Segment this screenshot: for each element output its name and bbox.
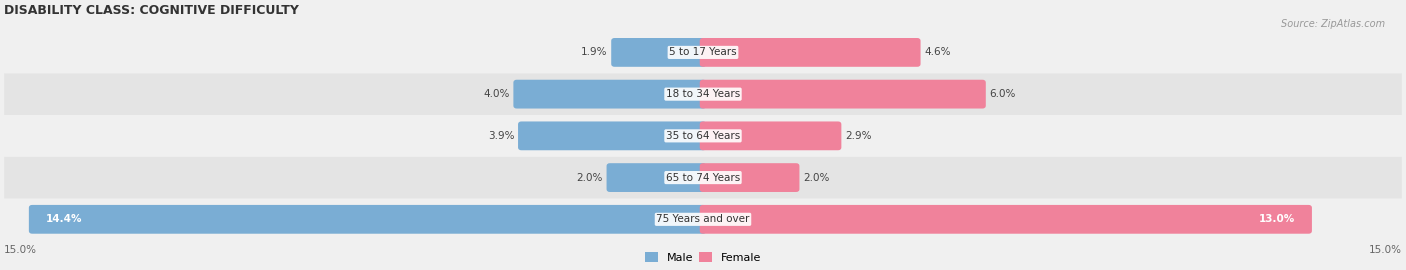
Legend: Male, Female: Male, Female [640,248,766,267]
Text: Source: ZipAtlas.com: Source: ZipAtlas.com [1281,19,1385,29]
Text: 5 to 17 Years: 5 to 17 Years [669,48,737,58]
Text: 15.0%: 15.0% [1369,245,1402,255]
Text: 13.0%: 13.0% [1258,214,1295,224]
FancyBboxPatch shape [612,38,706,67]
Text: 6.0%: 6.0% [990,89,1017,99]
FancyBboxPatch shape [700,122,841,150]
Text: 1.9%: 1.9% [581,48,607,58]
Text: 3.9%: 3.9% [488,131,515,141]
Text: 18 to 34 Years: 18 to 34 Years [666,89,740,99]
Text: 2.9%: 2.9% [845,131,872,141]
FancyBboxPatch shape [517,122,706,150]
FancyBboxPatch shape [30,205,706,234]
Text: 4.6%: 4.6% [924,48,950,58]
FancyBboxPatch shape [700,163,800,192]
FancyBboxPatch shape [606,163,706,192]
Text: 35 to 64 Years: 35 to 64 Years [666,131,740,141]
Text: 2.0%: 2.0% [803,173,830,183]
Text: 4.0%: 4.0% [484,89,509,99]
Text: DISABILITY CLASS: COGNITIVE DIFFICULTY: DISABILITY CLASS: COGNITIVE DIFFICULTY [4,4,299,17]
Text: 14.4%: 14.4% [46,214,83,224]
FancyBboxPatch shape [4,115,1402,157]
FancyBboxPatch shape [513,80,706,109]
FancyBboxPatch shape [4,32,1402,73]
Text: 65 to 74 Years: 65 to 74 Years [666,173,740,183]
Text: 15.0%: 15.0% [4,245,37,255]
FancyBboxPatch shape [4,198,1402,240]
FancyBboxPatch shape [4,73,1402,115]
Text: 75 Years and over: 75 Years and over [657,214,749,224]
FancyBboxPatch shape [700,80,986,109]
FancyBboxPatch shape [700,38,921,67]
FancyBboxPatch shape [700,205,1312,234]
Text: 2.0%: 2.0% [576,173,603,183]
FancyBboxPatch shape [4,157,1402,198]
